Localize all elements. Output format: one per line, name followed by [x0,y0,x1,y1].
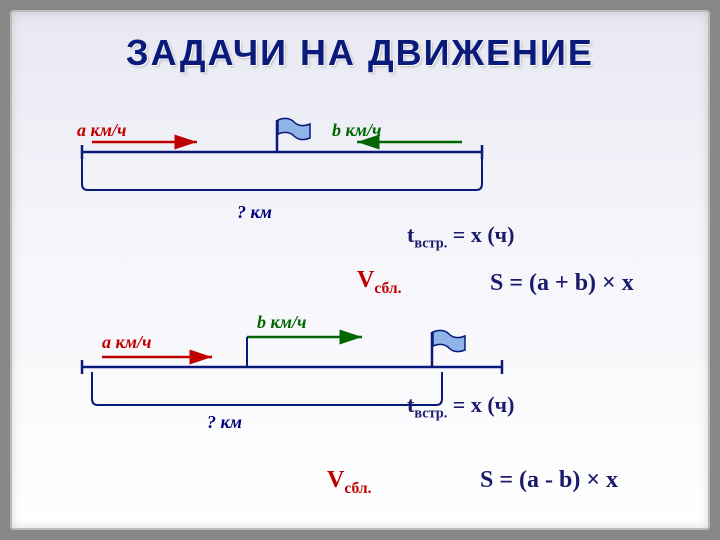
d2-bracket [92,372,442,405]
d1-flag-icon [277,118,310,152]
diagram-1 [62,112,502,222]
d1-v-label: Vсбл. [357,267,402,298]
d2-s-formula: S = (a - b) × x [480,467,618,494]
d1-bracket [82,157,482,190]
d2-t-formula: tвстр. = х (ч) [407,392,514,422]
outer-frame: ЗАДАЧИ НА ДВИЖЕНИЕ а км/ч b км/ч ? км [0,0,720,540]
d1-t-formula: tвстр. = х (ч) [407,222,514,252]
page-title: ЗАДАЧИ НА ДВИЖЕНИЕ [12,12,708,74]
d2-v-label: Vсбл. [327,467,372,498]
d2-flag-icon [432,330,465,367]
slide-frame: ЗАДАЧИ НА ДВИЖЕНИЕ а км/ч b км/ч ? км [10,10,710,530]
d1-s-formula: S = (a + b) × x [490,270,634,297]
